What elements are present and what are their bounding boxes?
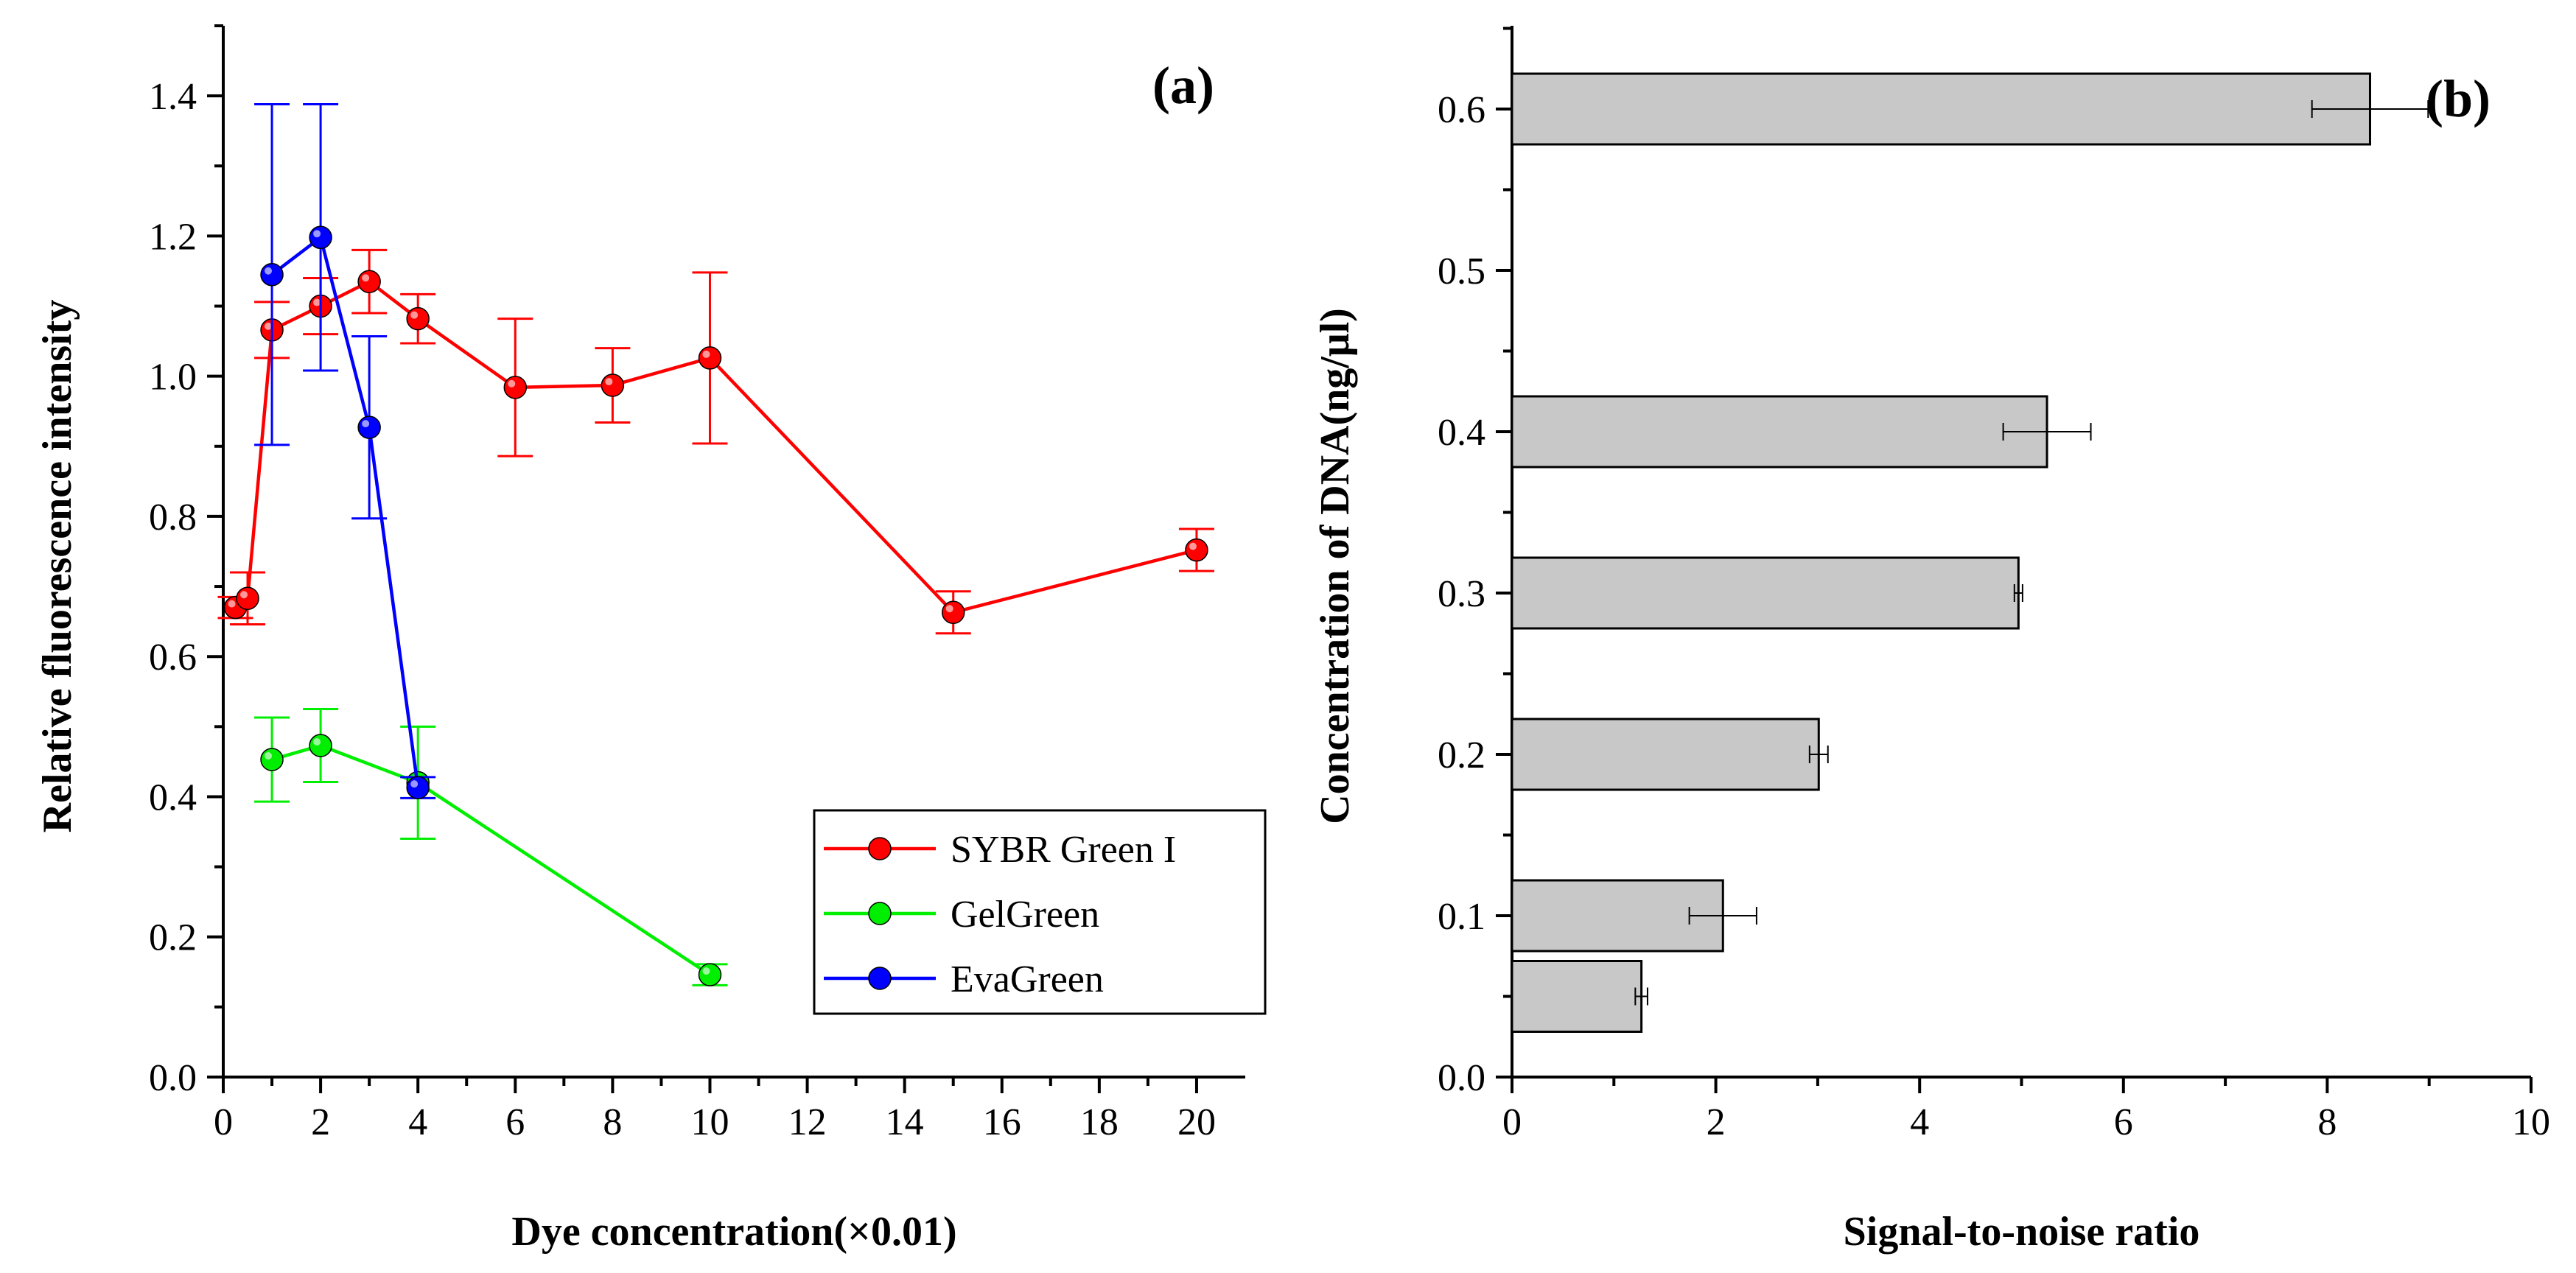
x-tick-label: 4 <box>1910 1101 1929 1143</box>
x-tick-label: 10 <box>690 1101 729 1143</box>
data-point <box>503 376 528 399</box>
series-line <box>234 279 1197 614</box>
bar-group <box>1511 556 2023 630</box>
x-tick-label: 4 <box>408 1101 427 1143</box>
point-highlight <box>605 378 613 386</box>
data-point <box>309 734 332 757</box>
series-sybr-green-i <box>217 248 1214 635</box>
point-highlight <box>313 738 321 746</box>
x-tick-label: 2 <box>311 1101 330 1143</box>
y-tick-label: 0.8 <box>149 497 197 539</box>
x-tick-label: 10 <box>2512 1101 2550 1143</box>
bar <box>1511 960 1643 1033</box>
panel-label-b: (b) <box>2426 69 2491 128</box>
point-highlight <box>410 311 419 319</box>
point-highlight <box>313 230 321 238</box>
panel-a-line-chart: 0 2 4 6 8 10 12 14 16 18 20 0.0 0.2 0.4 0.6 0.8 1.0 1.2 1.… <box>35 24 1267 1255</box>
x-tick-label: 12 <box>788 1101 827 1143</box>
series-line <box>271 743 711 976</box>
x-tick-label: 8 <box>603 1101 622 1143</box>
x-axis-title: Dye concentration(×0.01) <box>511 1209 956 1255</box>
data-point <box>698 963 722 986</box>
point-highlight <box>313 298 321 306</box>
bar-group <box>1511 72 2429 146</box>
point-highlight <box>508 379 516 387</box>
point-highlight <box>410 780 419 788</box>
legend-label: EvaGreen <box>951 958 1104 1000</box>
bar-group <box>1511 718 1829 791</box>
y-tick-label: 1.2 <box>149 216 197 258</box>
x-tick-label: 2 <box>1707 1101 1726 1143</box>
x-tick-label: 20 <box>1177 1101 1216 1143</box>
data-point <box>941 600 965 625</box>
data-point <box>1185 538 1208 562</box>
data-point <box>601 374 625 397</box>
data-point <box>357 415 381 439</box>
series-evagreen <box>254 103 436 799</box>
x-tick-label: 14 <box>886 1101 924 1143</box>
point-highlight <box>1189 542 1197 550</box>
y-axis-title: Relative fluorescence intensity <box>35 300 80 833</box>
data-point <box>406 306 430 331</box>
y-axis-title: Concentration of DNA(ng/μl) <box>1312 308 1358 824</box>
x-tick-label: 6 <box>505 1101 525 1143</box>
series-line <box>270 234 420 788</box>
bar <box>1511 556 2020 630</box>
bar <box>1511 395 2048 469</box>
point-highlight <box>362 274 370 282</box>
y-tick-label: 0.6 <box>149 636 197 678</box>
y-tick-label: 0.0 <box>149 1057 197 1099</box>
y-tick-label: 1.4 <box>149 76 197 118</box>
bar-group <box>1511 395 2092 469</box>
bar <box>1511 72 2371 146</box>
point-highlight <box>265 752 273 760</box>
x-tick-label: 16 <box>983 1101 1021 1143</box>
series-gelgreen <box>254 708 728 986</box>
y-tick-label: 0.3 <box>1438 573 1485 615</box>
data-point <box>357 270 381 293</box>
point-highlight <box>702 967 710 975</box>
bar <box>1511 718 1820 791</box>
legend-marker <box>868 902 892 925</box>
legend-label: SYBR Green I <box>951 829 1176 871</box>
point-highlight <box>702 350 710 358</box>
y-tick-label: 0.2 <box>149 917 197 959</box>
point-highlight <box>240 591 248 599</box>
bar <box>1511 879 1724 953</box>
legend-marker <box>868 967 892 990</box>
bar-group <box>1511 879 1757 953</box>
point-highlight <box>945 605 953 613</box>
y-tick-label: 0.6 <box>1438 89 1485 131</box>
legend-label: GelGreen <box>951 894 1099 936</box>
x-tick-label: 0 <box>1502 1101 1522 1143</box>
data-point <box>260 748 284 771</box>
point-highlight <box>362 420 370 428</box>
panel-label-a: (a) <box>1152 56 1214 115</box>
y-tick-label: 0.0 <box>1438 1057 1485 1099</box>
y-tick-label: 0.5 <box>1438 250 1485 292</box>
data-point <box>309 225 332 250</box>
x-tick-label: 8 <box>2317 1101 2337 1143</box>
y-tick-label: 0.4 <box>149 776 197 818</box>
x-axis-title: Signal-to-noise ratio <box>1844 1209 2200 1255</box>
point-highlight <box>228 600 236 608</box>
legend-marker <box>868 837 892 860</box>
x-tick-label: 18 <box>1080 1101 1119 1143</box>
point-highlight <box>265 267 273 275</box>
panel-b-bar-chart: 0 2 4 6 8 10 0.0 0.1 0.2 0.3 0.4 0.5 0.6 Signal-to-no… <box>1312 26 2550 1255</box>
bar-group <box>1511 960 1648 1033</box>
data-point <box>698 346 722 370</box>
y-tick-label: 0.1 <box>1438 896 1485 938</box>
x-tick-label: 0 <box>214 1101 233 1143</box>
y-tick-label: 1.0 <box>149 357 197 399</box>
y-tick-label: 0.4 <box>1438 412 1485 454</box>
point-highlight <box>265 322 273 330</box>
y-tick-label: 0.2 <box>1438 734 1485 776</box>
data-point <box>236 586 259 610</box>
data-point <box>260 262 284 287</box>
data-point <box>406 776 430 799</box>
legend: SYBR Green I GelGreen EvaGreen <box>813 809 1267 1015</box>
x-tick-label: 6 <box>2114 1101 2133 1143</box>
